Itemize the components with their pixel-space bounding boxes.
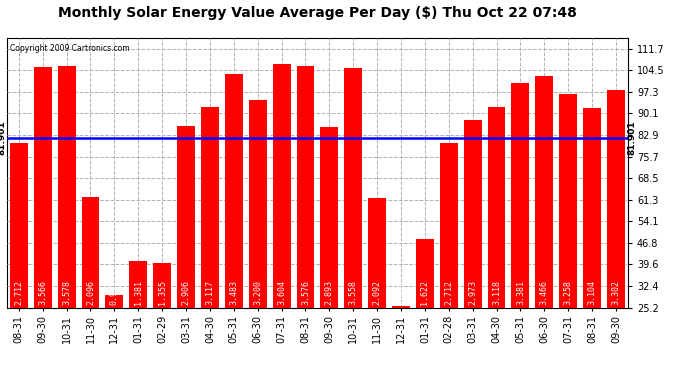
Text: Copyright 2009 Cartronics.com: Copyright 2009 Cartronics.com: [10, 44, 130, 53]
Text: 0.987: 0.987: [110, 280, 119, 305]
Text: 3.118: 3.118: [492, 280, 501, 305]
Bar: [225, 75, 243, 308]
Bar: [248, 99, 266, 308]
Bar: [344, 68, 362, 308]
Bar: [440, 143, 457, 308]
Text: 3.576: 3.576: [301, 280, 310, 305]
Text: 3.381: 3.381: [516, 280, 525, 305]
Text: 2.906: 2.906: [181, 280, 190, 305]
Bar: [416, 239, 434, 308]
Text: 3.200: 3.200: [253, 280, 262, 305]
Bar: [607, 90, 625, 308]
Bar: [583, 108, 601, 308]
Bar: [559, 94, 577, 308]
Text: 3.558: 3.558: [348, 280, 357, 305]
Text: 2.712: 2.712: [444, 280, 453, 305]
Bar: [368, 198, 386, 308]
Bar: [511, 84, 529, 308]
Bar: [106, 296, 124, 307]
Bar: [129, 261, 147, 308]
Text: 81.901: 81.901: [628, 121, 637, 155]
Text: 2.893: 2.893: [325, 280, 334, 305]
Text: 2.096: 2.096: [86, 280, 95, 305]
Text: 2.973: 2.973: [468, 280, 477, 305]
Text: 3.258: 3.258: [564, 280, 573, 305]
Bar: [153, 263, 171, 308]
Text: 0.868: 0.868: [397, 280, 406, 305]
Bar: [34, 67, 52, 308]
Bar: [297, 66, 315, 308]
Text: 1.381: 1.381: [134, 280, 143, 305]
Bar: [10, 143, 28, 308]
Text: 81.901: 81.901: [0, 121, 7, 155]
Text: 2.712: 2.712: [14, 280, 23, 305]
Bar: [81, 197, 99, 308]
Text: 3.104: 3.104: [588, 280, 597, 305]
Bar: [58, 66, 76, 308]
Bar: [273, 64, 290, 308]
Text: Monthly Solar Energy Value Average Per Day ($) Thu Oct 22 07:48: Monthly Solar Energy Value Average Per D…: [58, 6, 577, 20]
Bar: [320, 127, 338, 308]
Text: 3.302: 3.302: [611, 280, 620, 305]
Text: 3.117: 3.117: [206, 280, 215, 305]
Text: 3.466: 3.466: [540, 280, 549, 305]
Text: 3.578: 3.578: [62, 280, 71, 305]
Bar: [177, 126, 195, 308]
Text: 3.604: 3.604: [277, 280, 286, 305]
Text: 1.622: 1.622: [420, 280, 429, 305]
Text: 2.092: 2.092: [373, 280, 382, 305]
Text: 3.483: 3.483: [229, 280, 238, 305]
Bar: [392, 306, 410, 308]
Bar: [201, 107, 219, 307]
Text: 1.355: 1.355: [157, 280, 167, 305]
Bar: [464, 120, 482, 308]
Text: 3.566: 3.566: [38, 280, 47, 305]
Bar: [535, 76, 553, 308]
Bar: [488, 107, 506, 307]
